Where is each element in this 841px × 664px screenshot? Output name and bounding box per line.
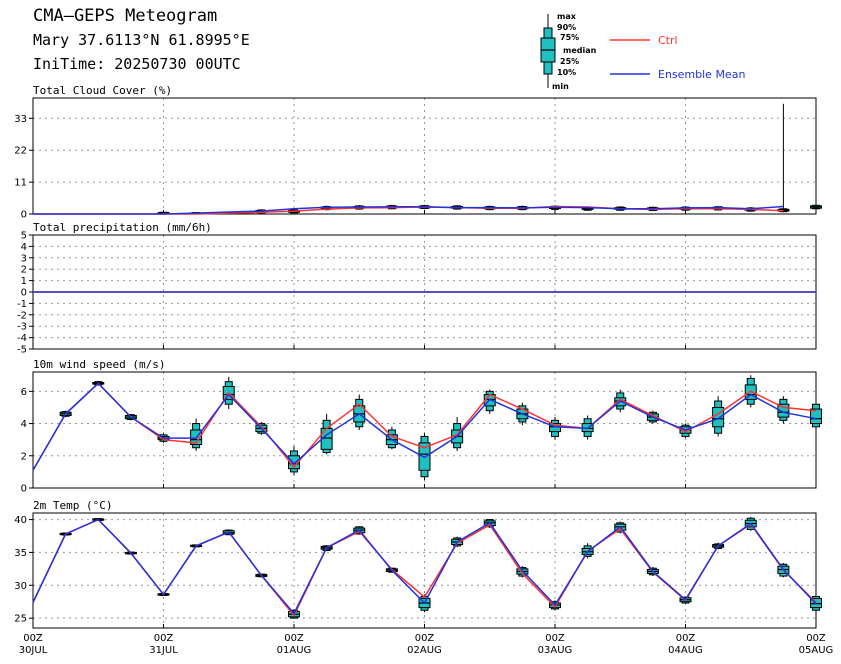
box-25-75 [777,403,790,418]
ensemble-box [549,417,561,440]
legend-box-label: 75% [560,33,579,42]
panel-title: 10m wind speed (m/s) [33,358,165,371]
y-tick-label: 0 [21,210,27,221]
panel-1: Total Cloud Cover (%) 0 11 22 33 [14,84,822,221]
location-line: Mary 37.6113°N 61.8995°E [33,31,250,49]
box-25-75 [810,408,822,425]
x-tick-hour-label: 00Z [676,633,696,644]
x-tick-date-label: 05AUG [799,645,834,656]
ensemble-box [190,418,203,451]
panel-frame [32,97,817,215]
legend-box-label: max [557,12,577,21]
x-tick-hour-label: 00Z [23,633,43,644]
x-tick-hour-label: 00Z [545,633,565,644]
y-tick-label: 35 [14,548,27,559]
x-tick-date-label: 03AUG [538,645,573,656]
y-tick-label: 25 [14,614,27,625]
panel-title: 2m Temp (°C) [33,499,112,512]
ensemble-box [810,204,822,210]
ensemble-box [810,401,822,430]
x-tick-date-label: 02AUG [407,645,442,656]
y-tick-label: 3 [21,253,27,264]
legend-box-label: 10% [557,68,576,77]
box-25-75 [288,455,300,470]
panel-title: Total precipitation (mm/6h) [33,221,212,234]
y-tick-label: 30 [14,581,27,592]
y-tick-label: 22 [14,146,27,157]
x-tick-hour-label: 00Z [806,633,826,644]
y-tick-label: -3 [17,322,27,333]
x-tick-hour-label: 00Z [415,633,435,644]
legend-box-label: 25% [560,57,579,66]
y-tick-label: 0 [21,288,27,299]
ensemble-box [288,446,300,476]
ensemble-box [777,103,790,213]
y-tick-label: 6 [21,387,27,398]
legend-box-label: 90% [557,23,576,32]
legend-ctrl-label: Ctrl [658,34,678,47]
y-tick-label: -2 [17,310,27,321]
x-tick-date-label: 01AUG [277,645,312,656]
init-time-line: IniTime: 20250730 00UTC [33,55,241,73]
panel-title: Total Cloud Cover (%) [33,84,172,97]
y-tick-label: 33 [14,114,27,125]
panel-2: Total precipitation (mm/6h) -5-4-3-2-1012… [17,221,817,356]
y-tick-label: 4 [21,419,27,430]
y-tick-label: 5 [21,231,27,242]
ctrl-series-line [32,382,817,471]
ensemble-mean-series-line [33,205,784,215]
y-tick-label: 1 [21,276,27,287]
y-tick-label: -5 [17,345,27,356]
x-tick-date-label: 31JUL [149,645,178,656]
y-tick-label: 4 [21,242,27,253]
y-tick-label: -1 [17,299,27,310]
panel-3: 10m wind speed (m/s) 0 2 4 6 [21,358,822,495]
y-tick-label: 0 [21,484,27,495]
ensemble-box [353,394,366,430]
y-tick-label: 40 [14,515,27,526]
ensemble-mean-series-line [32,382,817,471]
y-tick-label: 11 [14,178,27,189]
ensemble-mean-series-line [32,518,817,615]
x-tick-hour-label: 00Z [284,633,304,644]
panel-4: 2m Temp (°C) 25 30 35 40 [14,499,822,629]
legend-mean-label: Ensemble Mean [658,68,745,81]
x-tick-date-label: 30JUL [19,645,48,656]
ensemble-box [712,396,725,437]
x-tick-hour-label: 00Z [154,633,174,644]
y-tick-label: -4 [17,333,27,344]
legend-box-label: min [552,82,569,91]
y-tick-label: 2 [21,451,27,462]
y-tick-label: 2 [21,265,27,276]
legend-box-label: median [563,46,597,55]
x-tick-date-label: 04AUG [668,645,703,656]
page-title: CMA—GEPS Meteogram [33,6,218,26]
legend: max 90%75% median 25% 10% min Ctrl Ensemble Mea… [540,12,745,91]
